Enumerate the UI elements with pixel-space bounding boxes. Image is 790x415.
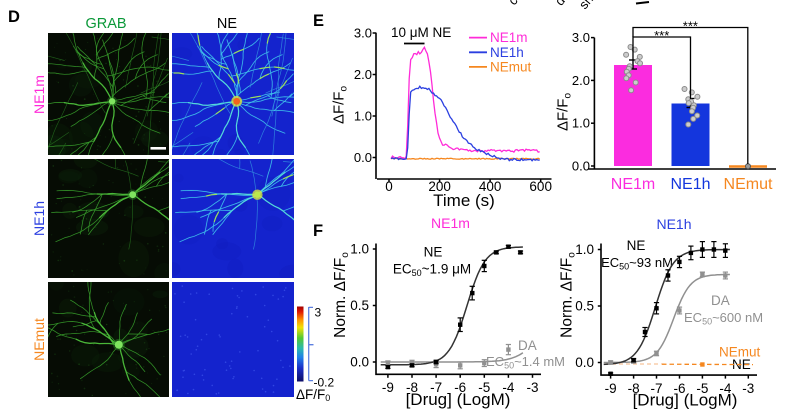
svg-text:0.0: 0.0 bbox=[575, 355, 594, 370]
svg-text:0.5: 0.5 bbox=[575, 299, 594, 314]
svg-text:NE: NE bbox=[424, 245, 443, 260]
svg-text:-0.2: -0.2 bbox=[314, 376, 335, 390]
svg-text:NEmut: NEmut bbox=[724, 176, 773, 193]
svg-text:[Drug] (LogM): [Drug] (LogM) bbox=[406, 390, 511, 409]
svg-text:0.0: 0.0 bbox=[354, 150, 372, 165]
svg-text:DA: DA bbox=[711, 293, 730, 308]
svg-text:ΔF/Fo: ΔF/Fo bbox=[331, 86, 350, 125]
svg-text:NE: NE bbox=[217, 16, 237, 32]
svg-text:de: de bbox=[552, 0, 573, 8]
svg-text:0.0: 0.0 bbox=[350, 355, 369, 370]
svg-text:1.0: 1.0 bbox=[572, 116, 590, 131]
svg-text:NEmut: NEmut bbox=[31, 318, 47, 361]
svg-text:1.0: 1.0 bbox=[354, 109, 372, 124]
svg-text:Norm. ΔF/Fo: Norm. ΔF/Fo bbox=[559, 252, 578, 338]
svg-text:***: *** bbox=[683, 19, 698, 34]
svg-text:0.0: 0.0 bbox=[572, 159, 590, 174]
svg-text:E: E bbox=[313, 12, 324, 30]
svg-text:3.0: 3.0 bbox=[354, 26, 372, 41]
svg-text:1.0: 1.0 bbox=[575, 242, 594, 257]
svg-text:200: 200 bbox=[428, 179, 451, 194]
svg-text:NEmut: NEmut bbox=[719, 345, 761, 360]
svg-text:NE1h: NE1h bbox=[670, 176, 710, 193]
svg-text:-6: -6 bbox=[673, 381, 685, 396]
svg-text:3.0: 3.0 bbox=[572, 30, 590, 45]
svg-text:EC50~1.9 μM: EC50~1.9 μM bbox=[393, 262, 471, 279]
svg-text:-3: -3 bbox=[742, 381, 754, 396]
svg-text:NE: NE bbox=[627, 238, 646, 253]
svg-text:0: 0 bbox=[385, 179, 393, 194]
svg-text:[Drug] (LogM): [Drug] (LogM) bbox=[633, 391, 738, 410]
svg-text:-4: -4 bbox=[502, 380, 514, 395]
svg-text:D: D bbox=[8, 8, 20, 26]
svg-text:ΔF/Fo: ΔF/Fo bbox=[555, 93, 574, 132]
svg-text:600: 600 bbox=[529, 179, 552, 194]
svg-text:-7: -7 bbox=[650, 381, 662, 396]
svg-text:EC50~93 nM: EC50~93 nM bbox=[601, 255, 673, 272]
svg-text:3: 3 bbox=[315, 306, 322, 320]
svg-text:ΔF/F0: ΔF/F0 bbox=[296, 387, 330, 403]
svg-text:NE1h: NE1h bbox=[656, 216, 691, 232]
svg-text:NE1m: NE1m bbox=[611, 176, 655, 193]
svg-text:1.0: 1.0 bbox=[350, 242, 369, 257]
svg-text:-3: -3 bbox=[526, 380, 538, 395]
svg-text:NEmut: NEmut bbox=[490, 59, 532, 74]
svg-text:-8: -8 bbox=[628, 381, 640, 396]
svg-text:NE1h: NE1h bbox=[31, 201, 47, 236]
svg-text:2.0: 2.0 bbox=[354, 67, 372, 82]
svg-text:-5: -5 bbox=[478, 380, 490, 395]
svg-text:-8: -8 bbox=[406, 380, 418, 395]
svg-text:10 μM NE: 10 μM NE bbox=[391, 25, 451, 40]
svg-text:NE1m: NE1m bbox=[431, 215, 470, 231]
svg-text:GRAB: GRAB bbox=[85, 16, 126, 32]
svg-text:EC50~600 nM: EC50~600 nM bbox=[684, 310, 763, 327]
svg-text:***: *** bbox=[654, 28, 669, 43]
svg-text:-6: -6 bbox=[454, 380, 466, 395]
svg-text:-7: -7 bbox=[430, 380, 442, 395]
svg-text:Time (s): Time (s) bbox=[433, 191, 495, 210]
svg-text:400: 400 bbox=[479, 179, 502, 194]
svg-text:-9: -9 bbox=[382, 380, 394, 395]
svg-text:2.0: 2.0 bbox=[572, 73, 590, 88]
svg-text:NE1m: NE1m bbox=[31, 75, 47, 114]
svg-text:-5: -5 bbox=[696, 381, 708, 396]
svg-text:-4: -4 bbox=[719, 381, 731, 396]
svg-text:DA: DA bbox=[518, 338, 537, 353]
svg-text:Norm. ΔF/Fo: Norm. ΔF/Fo bbox=[332, 252, 351, 338]
svg-text:EC50~1.4 mM: EC50~1.4 mM bbox=[486, 354, 565, 371]
svg-text:F: F bbox=[313, 222, 323, 240]
svg-text:co: co bbox=[505, 0, 525, 8]
svg-text:sh: sh bbox=[576, 0, 596, 12]
svg-text:NE1h: NE1h bbox=[490, 45, 524, 60]
svg-text:-9: -9 bbox=[605, 381, 617, 396]
svg-text:NE1m: NE1m bbox=[490, 30, 528, 45]
svg-text:0.5: 0.5 bbox=[350, 298, 369, 313]
